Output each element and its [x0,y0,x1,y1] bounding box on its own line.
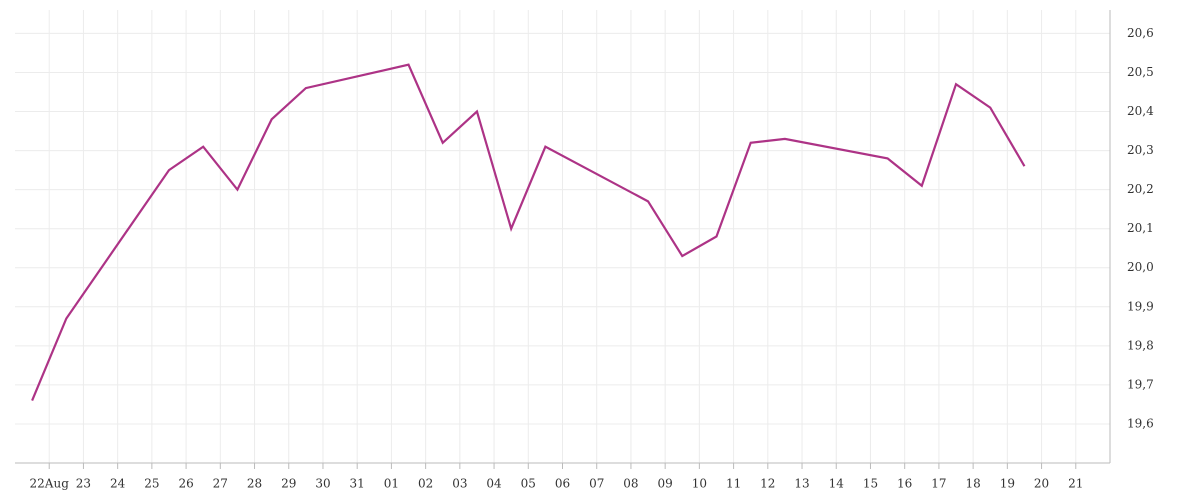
x-tick-label: 22Aug [30,477,70,491]
y-tick-label: 20,3 [1127,143,1154,157]
x-tick-label: 14 [829,477,845,491]
y-tick-label: 19,7 [1127,377,1154,391]
y-tick-label: 20,0 [1127,260,1154,274]
x-tick-label: 02 [418,477,433,491]
x-tick-label: 29 [281,477,296,491]
x-tick-label: 15 [863,477,878,491]
y-tick-label: 20,4 [1127,104,1154,118]
y-tick-label: 19,6 [1127,416,1154,430]
y-tick-label: 20,2 [1127,182,1154,196]
x-tick-label: 25 [144,477,159,491]
x-tick-label: 03 [452,477,467,491]
x-tick-label: 20 [1034,477,1049,491]
x-tick-label: 26 [178,477,193,491]
y-tick-label: 20,6 [1127,26,1154,40]
x-tick-label: 17 [931,477,946,491]
y-tick-label: 20,1 [1127,221,1154,235]
x-tick-label: 11 [726,477,741,491]
x-tick-label: 13 [794,477,809,491]
x-tick-label: 30 [315,477,330,491]
x-tick-label: 31 [350,477,365,491]
x-tick-label: 21 [1068,477,1083,491]
x-tick-label: 18 [965,477,980,491]
x-tick-label: 06 [555,477,570,491]
x-tick-label: 09 [658,477,673,491]
data-line [31,63,1026,401]
y-tick-label: 20,5 [1127,65,1154,79]
y-tick-label: 19,9 [1127,299,1154,313]
x-tick-label: 05 [521,477,536,491]
x-tick-label: 12 [760,477,775,491]
x-tick-label: 24 [110,477,126,491]
x-tick-label: 16 [897,477,912,491]
y-tick-label: 19,8 [1127,338,1154,352]
x-tick-label: 27 [213,477,228,491]
x-tick-label: 04 [486,477,502,491]
x-tick-label: 01 [384,477,399,491]
x-tick-label: 10 [692,477,707,491]
x-tick-label: 28 [247,477,262,491]
x-tick-label: 07 [589,477,604,491]
x-tick-label: 19 [1000,477,1015,491]
x-tick-label: 08 [623,477,638,491]
x-tick-label: 23 [76,477,91,491]
